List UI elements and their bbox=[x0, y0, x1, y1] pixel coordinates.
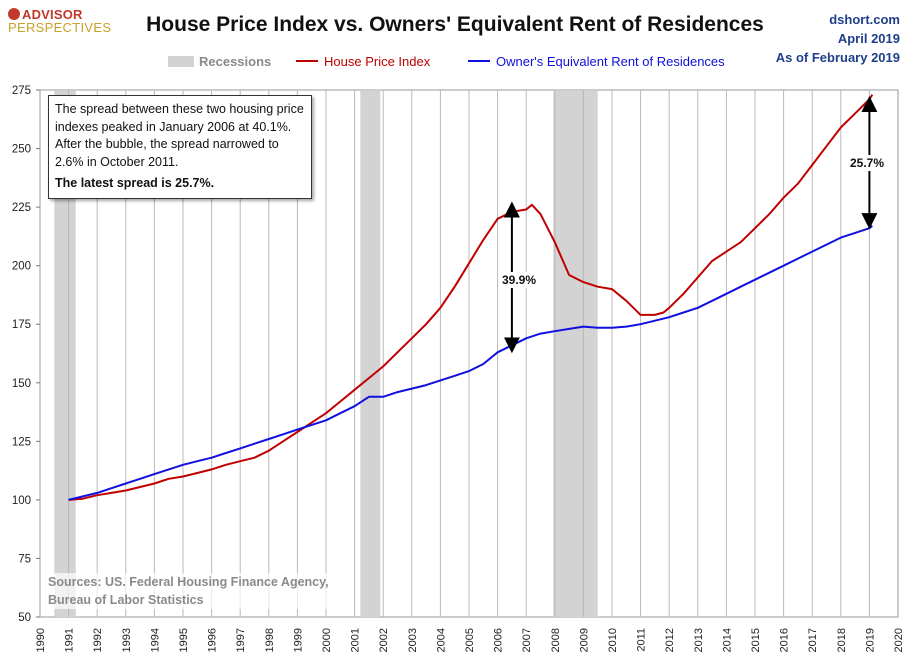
series-lines bbox=[68, 94, 874, 501]
x-tick-label-1990: 1990 bbox=[35, 628, 47, 652]
x-tick-label-2001: 2001 bbox=[350, 628, 362, 652]
chart-meta: dshort.com April 2019 As of February 201… bbox=[776, 10, 900, 67]
logo-line1: ADVISOR bbox=[22, 7, 83, 22]
x-axis-ticks: 1990 1991 1992 1993 1994 1995 1996 1997 1998 1999… bbox=[35, 628, 905, 652]
x-tick-label-1991: 1991 bbox=[64, 628, 76, 652]
x-tick-label-2016: 2016 bbox=[779, 628, 791, 652]
x-tick-label-2011: 2011 bbox=[636, 628, 648, 652]
y-tick-label-200: 200 bbox=[12, 261, 31, 273]
x-tick-label-1996: 1996 bbox=[207, 628, 219, 652]
oer-swatch bbox=[468, 60, 490, 62]
meta-date: April 2019 bbox=[837, 31, 900, 46]
x-tick-label-2012: 2012 bbox=[664, 628, 676, 652]
y-tick-label-225: 225 bbox=[12, 202, 31, 214]
meta-site: dshort.com bbox=[829, 12, 900, 27]
x-tick-label-2015: 2015 bbox=[750, 628, 762, 652]
y-tick-label-175: 175 bbox=[12, 319, 31, 331]
logo-mark-icon bbox=[8, 8, 20, 20]
recession-swatch bbox=[168, 56, 194, 67]
legend-item-hpi: House Price Index bbox=[296, 54, 430, 69]
logo-line2: PERSPECTIVES bbox=[8, 20, 112, 35]
annotation-bold: The latest spread is 25.7%. bbox=[55, 176, 215, 190]
y-tick-label-275: 275 bbox=[12, 85, 31, 97]
legend-item-recessions: Recessions bbox=[168, 54, 271, 69]
x-tick-label-1997: 1997 bbox=[235, 628, 247, 652]
x-tick-label-1998: 1998 bbox=[264, 628, 276, 652]
x-tick-label-2019: 2019 bbox=[864, 628, 876, 652]
x-tick-label-2003: 2003 bbox=[407, 628, 419, 652]
x-tick-label-2009: 2009 bbox=[578, 628, 590, 652]
x-tick-label-1999: 1999 bbox=[292, 628, 304, 652]
annotation-text: The spread between these two housing pri… bbox=[55, 102, 304, 169]
x-tick-label-2014: 2014 bbox=[721, 628, 733, 652]
sources-line1: Sources: US. Federal Housing Finance Age… bbox=[48, 575, 329, 589]
legend-item-oer: Owner's Equivalent Rent of Residences bbox=[468, 54, 725, 69]
x-tick-label-2018: 2018 bbox=[836, 628, 848, 652]
x-tick-label-2007: 2007 bbox=[521, 628, 533, 652]
x-tick-label-2004: 2004 bbox=[435, 628, 447, 652]
x-tick-label-2000: 2000 bbox=[321, 628, 333, 652]
recession-band-0 bbox=[54, 91, 76, 617]
x-tick-label-2002: 2002 bbox=[378, 628, 390, 652]
x-tick-label-2013: 2013 bbox=[693, 628, 705, 652]
sources-line2: Bureau of Labor Statistics bbox=[48, 593, 204, 607]
y-tick-label-125: 125 bbox=[12, 436, 31, 448]
x-tick-label-2006: 2006 bbox=[493, 628, 505, 652]
x-tick-label-2008: 2008 bbox=[550, 628, 562, 652]
advisor-perspectives-logo: ADVISOR PERSPECTIVES bbox=[8, 8, 111, 34]
legend-label-oer: Owner's Equivalent Rent of Residences bbox=[496, 54, 725, 69]
x-tick-label-1993: 1993 bbox=[121, 628, 133, 652]
y-tick-label-75: 75 bbox=[18, 553, 31, 565]
x-tick-label-1994: 1994 bbox=[149, 628, 161, 652]
chart-title: House Price Index vs. Owners' Equivalent… bbox=[146, 13, 764, 36]
legend-label-recessions: Recessions bbox=[199, 54, 272, 69]
hpi-swatch bbox=[296, 60, 318, 62]
sources-note: Sources: US. Federal Housing Finance Age… bbox=[48, 573, 329, 609]
x-tick-label-2005: 2005 bbox=[464, 628, 476, 652]
x-tick-label-2017: 2017 bbox=[807, 628, 819, 652]
y-axis-ticks: 50 75 100 125 150 175 200 225 250 275 bbox=[12, 85, 40, 624]
x-tick-label-1995: 1995 bbox=[178, 628, 190, 652]
oer-line bbox=[68, 225, 873, 501]
y-tick-label-100: 100 bbox=[12, 495, 31, 507]
recession-bands bbox=[54, 91, 598, 617]
peak-spread-label: 39.9% bbox=[499, 272, 540, 288]
x-tick-label-2010: 2010 bbox=[607, 628, 619, 652]
recession-band-2 bbox=[553, 91, 598, 617]
y-tick-label-250: 250 bbox=[12, 144, 31, 156]
x-tick-label-1992: 1992 bbox=[92, 628, 104, 652]
recession-band-1 bbox=[360, 91, 381, 617]
latest-spread-label: 25.7% bbox=[847, 155, 888, 171]
y-tick-label-50: 50 bbox=[18, 612, 31, 624]
x-tick-label-2020: 2020 bbox=[893, 628, 905, 652]
meta-asof: As of February 2019 bbox=[775, 50, 900, 65]
y-tick-label-150: 150 bbox=[12, 378, 31, 390]
annotation-box: The spread between these two housing pri… bbox=[48, 95, 312, 199]
legend-label-hpi: House Price Index bbox=[324, 54, 431, 69]
hpi-line bbox=[68, 94, 874, 501]
